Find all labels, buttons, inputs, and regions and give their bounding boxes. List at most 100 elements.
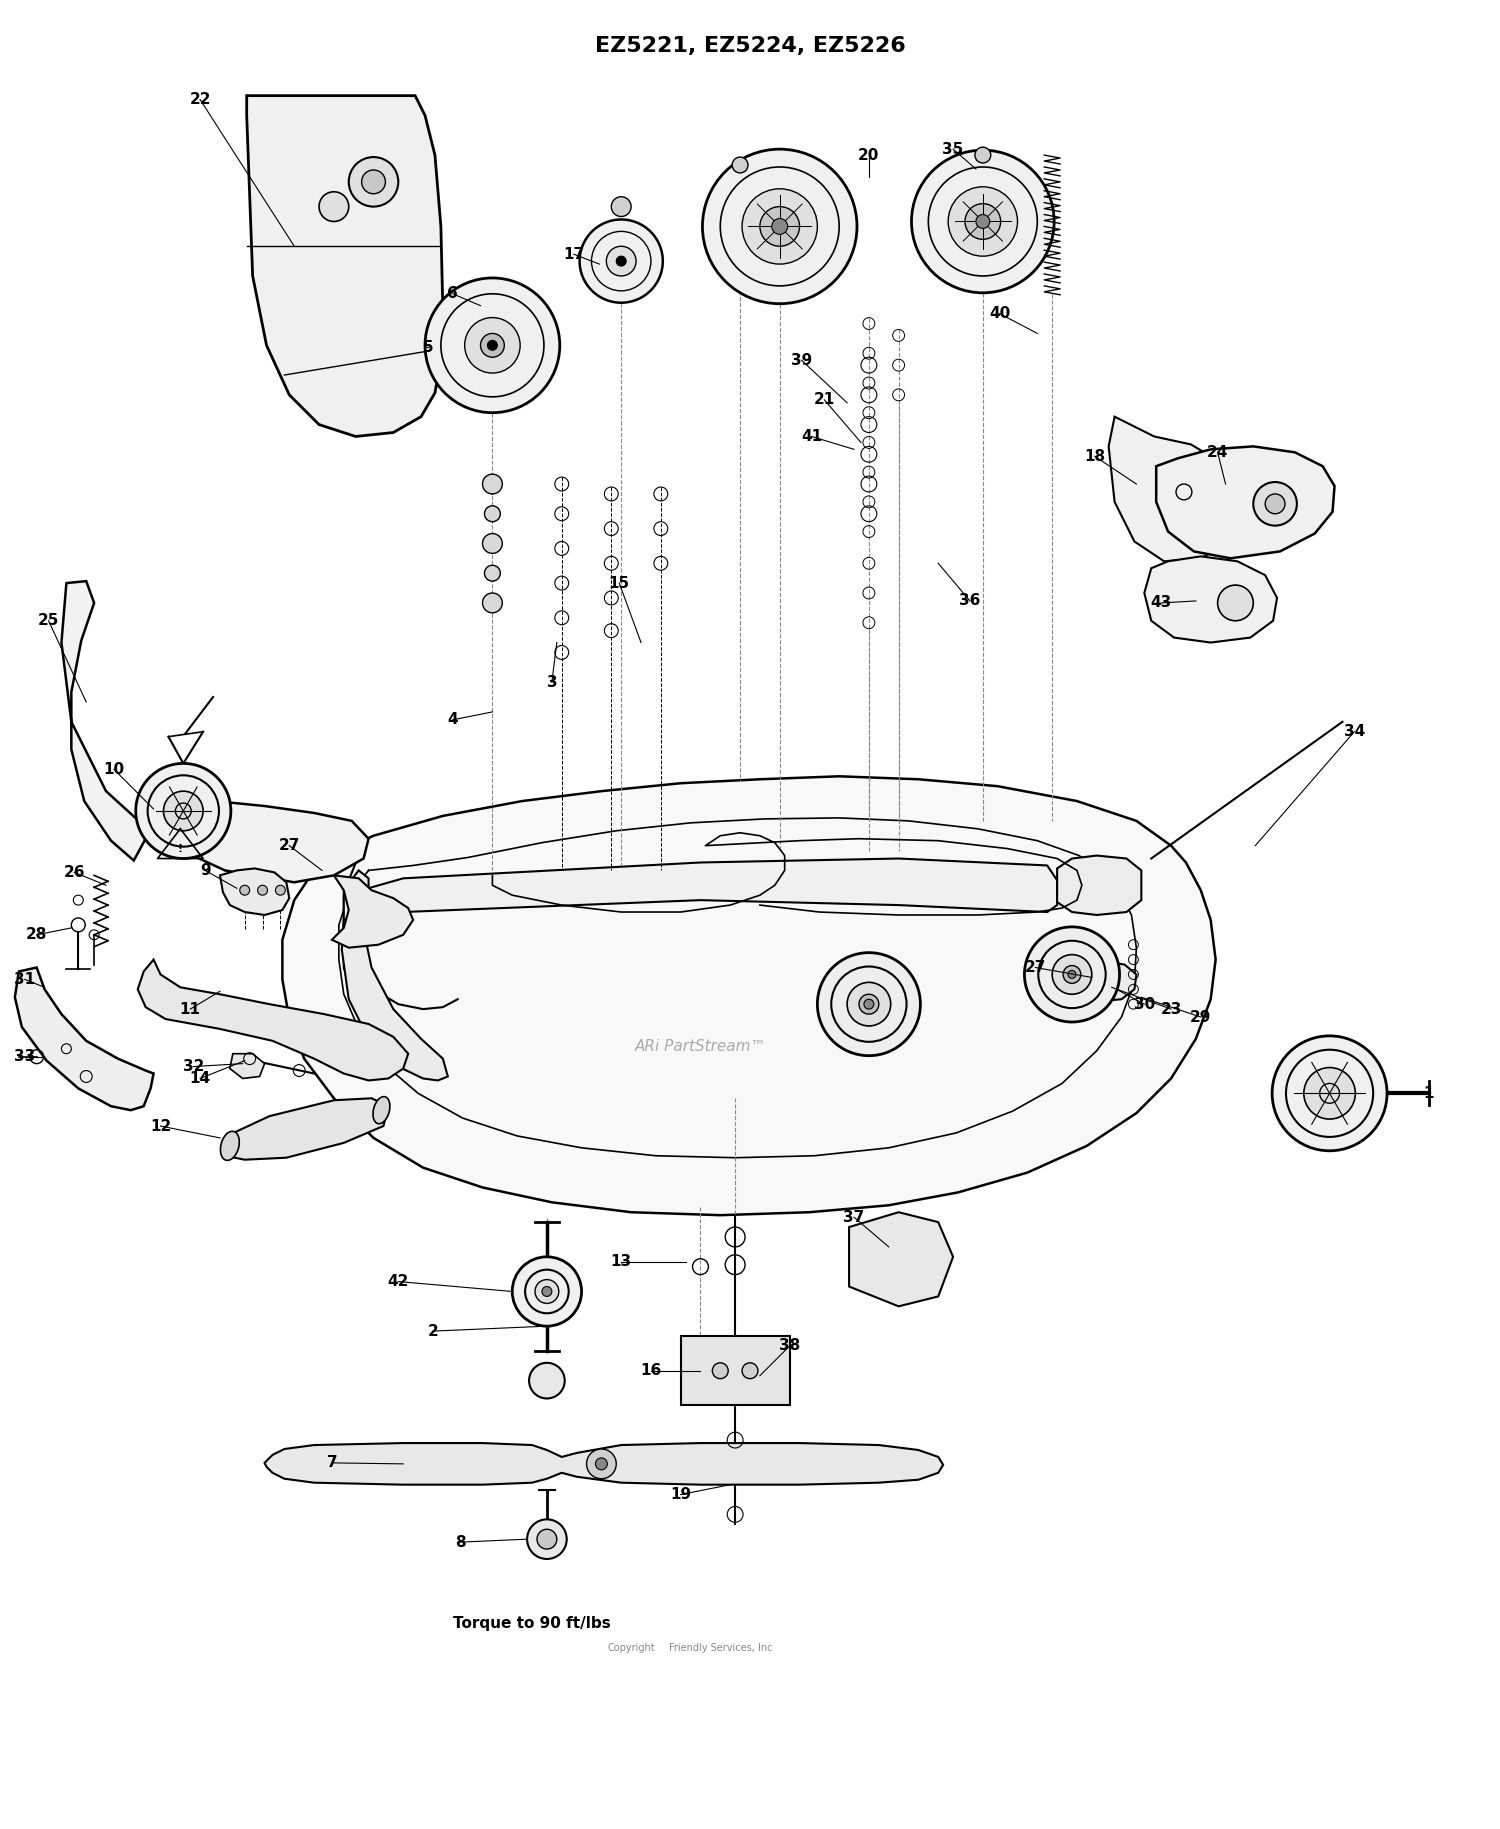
Circle shape (483, 534, 502, 554)
Circle shape (964, 203, 1000, 240)
Circle shape (362, 170, 386, 194)
Circle shape (712, 1363, 728, 1379)
Text: 12: 12 (150, 1119, 171, 1134)
Text: 42: 42 (387, 1275, 410, 1289)
Circle shape (1264, 494, 1286, 514)
Text: 9: 9 (200, 863, 210, 878)
Circle shape (702, 150, 856, 304)
Circle shape (1064, 966, 1082, 984)
Text: 23: 23 (1161, 1002, 1182, 1017)
Text: 8: 8 (456, 1535, 466, 1549)
Text: 1: 1 (1424, 1086, 1434, 1101)
Circle shape (772, 218, 788, 234)
Circle shape (424, 278, 560, 413)
Circle shape (596, 1458, 608, 1471)
Circle shape (240, 885, 249, 894)
Circle shape (948, 187, 1017, 256)
Text: 24: 24 (1208, 444, 1228, 459)
Text: 30: 30 (1134, 997, 1155, 1011)
Text: 33: 33 (13, 1050, 36, 1064)
Text: 4: 4 (447, 711, 458, 728)
Circle shape (164, 792, 202, 830)
Polygon shape (138, 960, 408, 1081)
Text: 21: 21 (813, 391, 836, 408)
Circle shape (1218, 585, 1254, 620)
Circle shape (536, 1280, 560, 1304)
Text: !: ! (178, 843, 183, 854)
Circle shape (512, 1257, 582, 1326)
Polygon shape (1144, 556, 1276, 642)
Polygon shape (264, 1443, 944, 1485)
Circle shape (975, 146, 990, 163)
Text: Copyright: Copyright (608, 1642, 656, 1653)
Text: 6: 6 (447, 287, 458, 302)
Ellipse shape (220, 1132, 240, 1160)
Text: 31: 31 (13, 971, 36, 988)
Circle shape (526, 1520, 567, 1558)
Polygon shape (1058, 856, 1142, 914)
Circle shape (480, 333, 504, 357)
Text: 37: 37 (843, 1209, 864, 1225)
Circle shape (1068, 971, 1076, 979)
Circle shape (976, 214, 990, 229)
Text: 39: 39 (790, 353, 812, 368)
Circle shape (483, 593, 502, 613)
Text: 17: 17 (562, 247, 584, 262)
Polygon shape (62, 582, 369, 882)
Text: 7: 7 (327, 1456, 338, 1471)
Text: 19: 19 (670, 1487, 692, 1502)
Circle shape (586, 1449, 616, 1478)
Circle shape (1272, 1035, 1388, 1150)
Circle shape (537, 1529, 556, 1549)
Polygon shape (15, 968, 153, 1110)
Polygon shape (1077, 962, 1137, 1000)
Text: 16: 16 (640, 1363, 662, 1379)
Circle shape (465, 318, 520, 373)
Circle shape (488, 340, 498, 351)
Polygon shape (1156, 446, 1335, 558)
Polygon shape (342, 913, 448, 1081)
Circle shape (864, 999, 874, 1010)
Circle shape (818, 953, 921, 1055)
Polygon shape (344, 871, 369, 969)
Circle shape (760, 207, 800, 247)
Text: 27: 27 (1024, 960, 1045, 975)
Circle shape (135, 763, 231, 858)
Polygon shape (224, 1097, 388, 1160)
Ellipse shape (374, 1097, 390, 1123)
Polygon shape (282, 775, 1215, 1214)
Polygon shape (332, 876, 412, 947)
Circle shape (1254, 483, 1298, 525)
Text: 20: 20 (858, 148, 879, 163)
Text: 41: 41 (801, 430, 822, 444)
Circle shape (859, 995, 879, 1013)
Text: Friendly Services, Inc: Friendly Services, Inc (669, 1642, 772, 1653)
Text: 10: 10 (104, 763, 125, 777)
Text: 13: 13 (610, 1255, 632, 1269)
Circle shape (348, 157, 399, 207)
Text: 25: 25 (38, 613, 58, 627)
Circle shape (483, 474, 502, 494)
Polygon shape (1108, 417, 1240, 562)
Text: 29: 29 (1190, 1010, 1212, 1024)
Text: 22: 22 (189, 91, 211, 108)
Circle shape (258, 885, 267, 894)
Text: 14: 14 (189, 1072, 210, 1086)
Circle shape (320, 192, 348, 221)
Text: 40: 40 (988, 305, 1011, 322)
Circle shape (530, 1363, 564, 1399)
Text: 32: 32 (183, 1059, 204, 1074)
Circle shape (1304, 1068, 1356, 1119)
Circle shape (1024, 927, 1119, 1022)
Polygon shape (344, 858, 1058, 927)
Text: ARi PartStream™: ARi PartStream™ (634, 1039, 766, 1054)
Circle shape (732, 157, 748, 174)
Circle shape (612, 198, 632, 216)
Text: 2: 2 (427, 1324, 438, 1339)
Text: 3: 3 (546, 675, 556, 690)
Text: Torque to 90 ft/lbs: Torque to 90 ft/lbs (453, 1615, 610, 1631)
Text: EZ5221, EZ5224, EZ5226: EZ5221, EZ5224, EZ5226 (594, 37, 906, 57)
Circle shape (606, 247, 636, 276)
Circle shape (847, 982, 891, 1026)
Circle shape (276, 885, 285, 894)
